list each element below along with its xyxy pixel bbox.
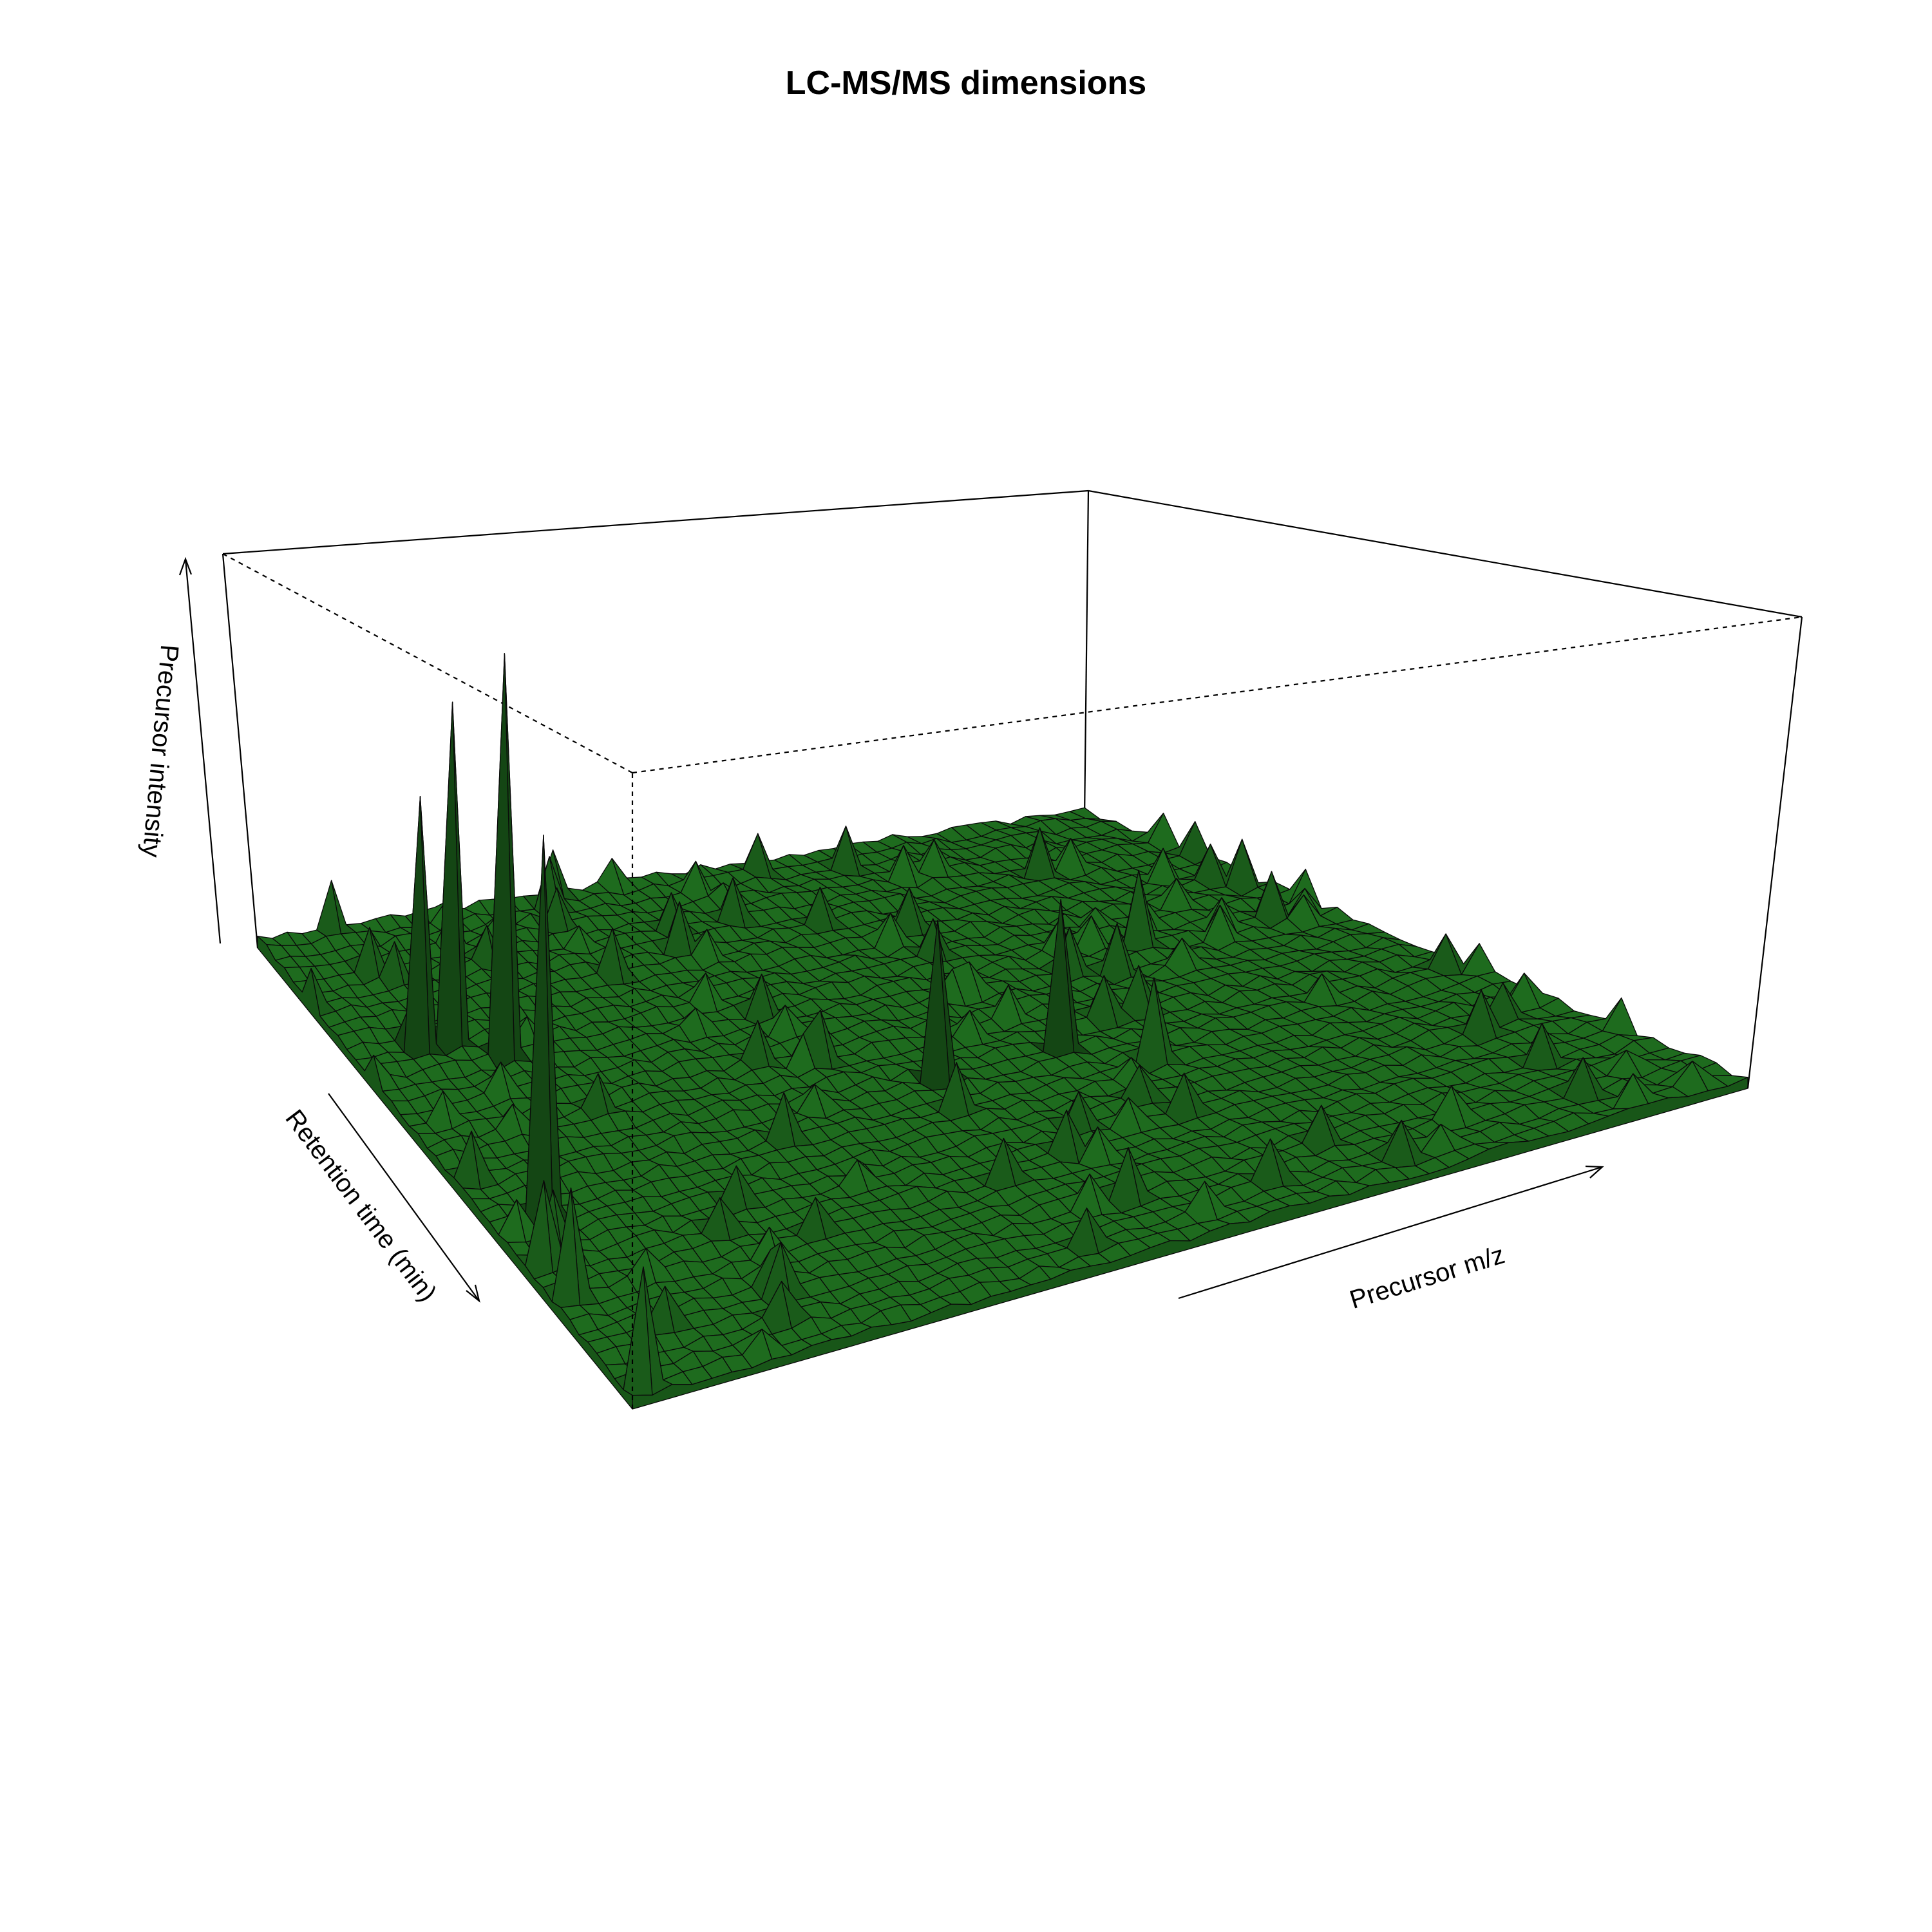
surface-mesh [257, 653, 1748, 1410]
box-edge-top-left-hidden [222, 553, 633, 773]
box-edge-vertical-back [1083, 490, 1090, 820]
box-edge-vertical-right [1747, 616, 1803, 1089]
box-edge-vertical-left [222, 553, 259, 949]
mz-axis-arrow [1178, 1165, 1604, 1300]
bounding-box-front [631, 616, 1803, 1409]
box-edge-top-front-hidden [632, 616, 1803, 774]
box-edge-top-right [1088, 489, 1803, 618]
rt-axis-arrow [328, 1093, 480, 1303]
bounding-box-back [222, 489, 1803, 949]
box-edge-top-back [222, 489, 1089, 555]
chart-title: LC-MS/MS dimensions [786, 64, 1146, 102]
z-axis-label: Precursor intensity [137, 643, 184, 858]
intensity-axis-arrow [178, 556, 222, 944]
y-axis-label: Precursor m/z [1347, 1240, 1508, 1314]
